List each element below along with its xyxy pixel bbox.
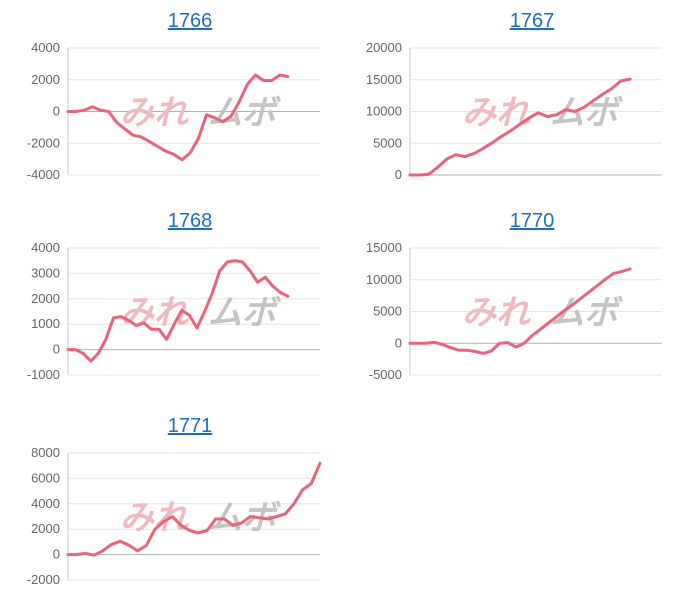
chart-panel-1768: 1768 4000 3000 2000 1000 0 -1000 みれ ムボ	[20, 200, 360, 395]
y-tick-label: 15000	[366, 72, 402, 87]
y-tick-label: 4000	[31, 40, 60, 55]
series-line	[66, 461, 322, 557]
y-tick-label: 8000	[31, 445, 60, 460]
chart-title-1770[interactable]: 1770	[509, 210, 555, 232]
y-tick-label: 4000	[31, 240, 60, 255]
watermark-text: みれ	[462, 93, 531, 133]
y-tick-label: 6000	[31, 470, 60, 485]
series-line	[408, 267, 632, 355]
y-tick-label: 5000	[373, 135, 402, 150]
y-tick-label: 10000	[366, 104, 402, 119]
watermark-text: みれ	[120, 93, 189, 133]
chart-title-1771[interactable]: 1771	[167, 415, 213, 437]
y-tick-label: -4000	[27, 167, 60, 182]
series-line	[408, 77, 632, 177]
y-tick-label: 0	[395, 335, 402, 350]
y-tick-label: 2000	[31, 72, 60, 87]
y-tick-label: 0	[395, 167, 402, 182]
y-tick-label: 0	[53, 104, 60, 119]
y-tick-label: 0	[53, 342, 60, 357]
watermark-text: みれ	[462, 293, 531, 333]
y-tick-label: 4000	[31, 496, 60, 511]
y-tick-label: -2000	[27, 572, 60, 587]
y-tick-label: 2000	[31, 521, 60, 536]
watermark-text: ムボ	[208, 93, 281, 133]
y-tick-label: -1000	[27, 367, 60, 382]
series-line	[66, 73, 290, 162]
chart-panel-1767: 1767 20000 15000 10000 5000 0 みれ ムボ	[362, 0, 700, 195]
chart-title-1767[interactable]: 1767	[509, 10, 555, 32]
y-tick-label: -5000	[369, 367, 402, 382]
y-tick-label: -2000	[27, 135, 60, 150]
chart-panel-1766: 1766 4000 2000 0 -2000 -4000 みれ ムボ	[20, 0, 360, 195]
y-tick-label: 2000	[31, 291, 60, 306]
chart-panel-1771: 1771 8000 6000 4000 2000 0 -2000 みれ ムボ	[20, 405, 360, 600]
chart-panel-1770: 1770 15000 10000 5000 0 -5000 みれ ムボ	[362, 200, 700, 395]
line-chart-1766: 4000 2000 0 -2000 -4000 みれ ムボ	[27, 40, 320, 182]
y-tick-label: 15000	[366, 240, 402, 255]
watermark-text: みれ	[120, 293, 189, 333]
chart-title-1766[interactable]: 1766	[167, 10, 213, 32]
line-chart-1768: 4000 3000 2000 1000 0 -1000 みれ ムボ	[27, 240, 320, 382]
watermark-text: ムボ	[208, 293, 281, 333]
y-tick-label: 20000	[366, 40, 402, 55]
y-tick-label: 3000	[31, 265, 60, 280]
y-tick-label: 1000	[31, 316, 60, 331]
y-tick-label: 5000	[373, 304, 402, 319]
y-tick-label: 10000	[366, 272, 402, 287]
chart-title-1768[interactable]: 1768	[167, 210, 213, 232]
y-tick-label: 0	[53, 547, 60, 562]
series-line	[66, 259, 290, 363]
